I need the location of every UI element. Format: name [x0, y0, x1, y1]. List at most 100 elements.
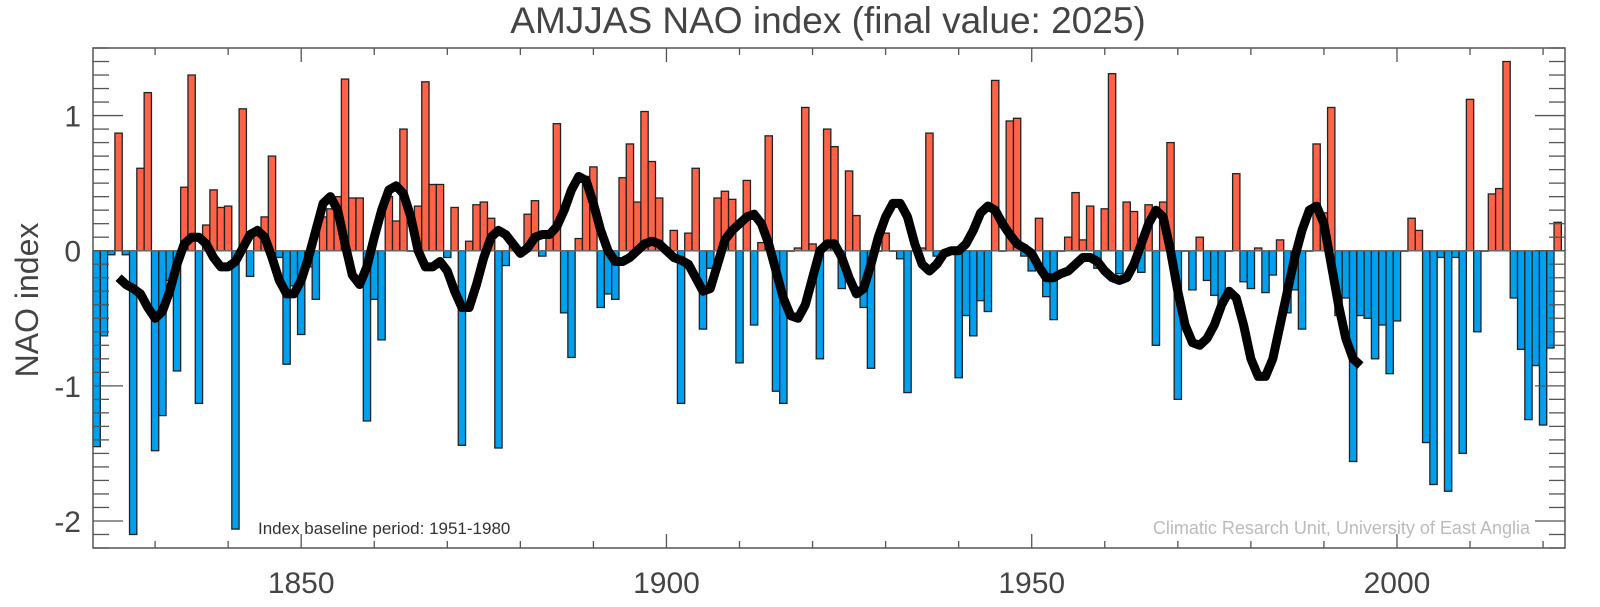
bar-1836	[194, 250, 204, 405]
x-axis-tick-labels: 1850 1900 1950 2000	[268, 567, 1431, 600]
bar-1922	[822, 128, 832, 252]
bar-2021	[1546, 250, 1555, 349]
bar-2003	[1414, 229, 1424, 252]
bar-1877	[494, 250, 503, 449]
bar-2022	[1553, 221, 1562, 252]
bar-1948	[1012, 117, 1022, 252]
bar-2009	[1458, 250, 1468, 455]
bar-1974	[1202, 250, 1212, 282]
bar-1995	[1356, 250, 1365, 317]
bar-1980	[1246, 250, 1256, 290]
bar-2010	[1465, 98, 1475, 252]
bar-1996	[1363, 250, 1373, 319]
plot-frame	[92, 47, 1566, 549]
bar-1842	[238, 108, 248, 252]
bar-1847	[274, 250, 284, 259]
bar-1942	[968, 250, 978, 337]
bar-2007	[1443, 250, 1453, 492]
x-tick-label: 1850	[268, 567, 335, 600]
bar-1895	[625, 143, 635, 252]
y-axis-tick-labels: -2 -1 0 1	[54, 101, 81, 539]
bar-2018	[1524, 250, 1533, 421]
baseline-note: Index baseline period: 1951-1980	[258, 519, 510, 538]
bar-1831	[158, 250, 167, 417]
bar-1941	[961, 250, 971, 317]
bar-1863	[391, 220, 401, 252]
bar-2019	[1531, 250, 1541, 367]
bar-1940	[954, 250, 963, 379]
bar-1870	[443, 250, 452, 259]
bar-1958	[1085, 205, 1095, 252]
bar-1867	[421, 81, 430, 252]
bar-1894	[618, 177, 627, 252]
bar-2011	[1473, 250, 1482, 333]
bar-1825	[114, 132, 123, 252]
bar-1943	[976, 250, 985, 302]
bar-1987	[1297, 250, 1307, 330]
bar-1982	[1261, 250, 1270, 294]
bar-1989	[1312, 143, 1321, 252]
bar-2004	[1421, 250, 1431, 444]
bar-1828	[136, 167, 145, 252]
bar-1962	[1115, 250, 1124, 275]
bar-1967	[1151, 250, 1161, 346]
bar-2006	[1436, 250, 1446, 259]
bar-1912	[749, 250, 759, 326]
y-tick-label: -1	[54, 371, 81, 404]
bar-1933	[903, 250, 912, 394]
bar-2008	[1451, 250, 1460, 259]
bar-1848	[282, 250, 291, 365]
bar-1963	[1122, 201, 1131, 252]
bar-1883	[537, 250, 547, 257]
bar-1945	[990, 79, 1000, 252]
bar-1960	[1100, 208, 1110, 252]
smoothed-line	[115, 171, 1364, 381]
bar-1871	[450, 206, 459, 252]
y-axis-ticks	[93, 47, 1565, 549]
bar-1861	[377, 250, 386, 341]
bar-1901	[669, 229, 679, 252]
bar-1984	[1275, 239, 1285, 252]
bar-2005	[1429, 250, 1438, 486]
bar-1840	[223, 205, 233, 252]
y-tick-label: 0	[64, 236, 81, 269]
bar-1838	[209, 189, 218, 252]
bar-1823	[99, 250, 109, 337]
bar-1979	[1239, 250, 1248, 283]
x-tick-label: 1950	[998, 567, 1065, 600]
bar-1951	[1034, 217, 1044, 252]
bar-1956	[1071, 191, 1080, 252]
bar-1854	[326, 208, 335, 252]
bar-1886	[559, 250, 569, 314]
bar-1872	[457, 250, 467, 446]
bar-1868	[428, 183, 437, 252]
bar-1843	[245, 250, 255, 278]
bar-1998	[1378, 250, 1387, 326]
bar-2000	[1392, 250, 1402, 322]
bar-2020	[1538, 250, 1548, 426]
bar-1983	[1268, 250, 1278, 276]
bar-1920	[808, 243, 817, 252]
bar-1932	[895, 250, 905, 260]
bar-1999	[1385, 250, 1394, 375]
x-axis-ticks	[154, 48, 1544, 548]
bar-1925	[844, 170, 854, 252]
bar-2016	[1509, 250, 1519, 299]
bar-1839	[216, 206, 226, 252]
bar-1955	[1063, 236, 1073, 252]
bar-2015	[1502, 60, 1511, 252]
bar-1961	[1107, 73, 1117, 252]
x-tick-label: 2000	[1364, 567, 1431, 600]
bar-1919	[800, 106, 810, 252]
bar-2017	[1516, 250, 1526, 351]
bar-1874	[472, 204, 481, 252]
y-axis-label: NAO index	[9, 223, 45, 378]
bar-1957	[1078, 239, 1088, 252]
bar-1993	[1341, 250, 1351, 299]
bar-1953	[1049, 250, 1058, 321]
bar-1973	[1195, 236, 1205, 252]
y-tick-label: 1	[64, 101, 81, 134]
bar-2014	[1494, 187, 1504, 252]
bar-1978	[1231, 173, 1241, 252]
